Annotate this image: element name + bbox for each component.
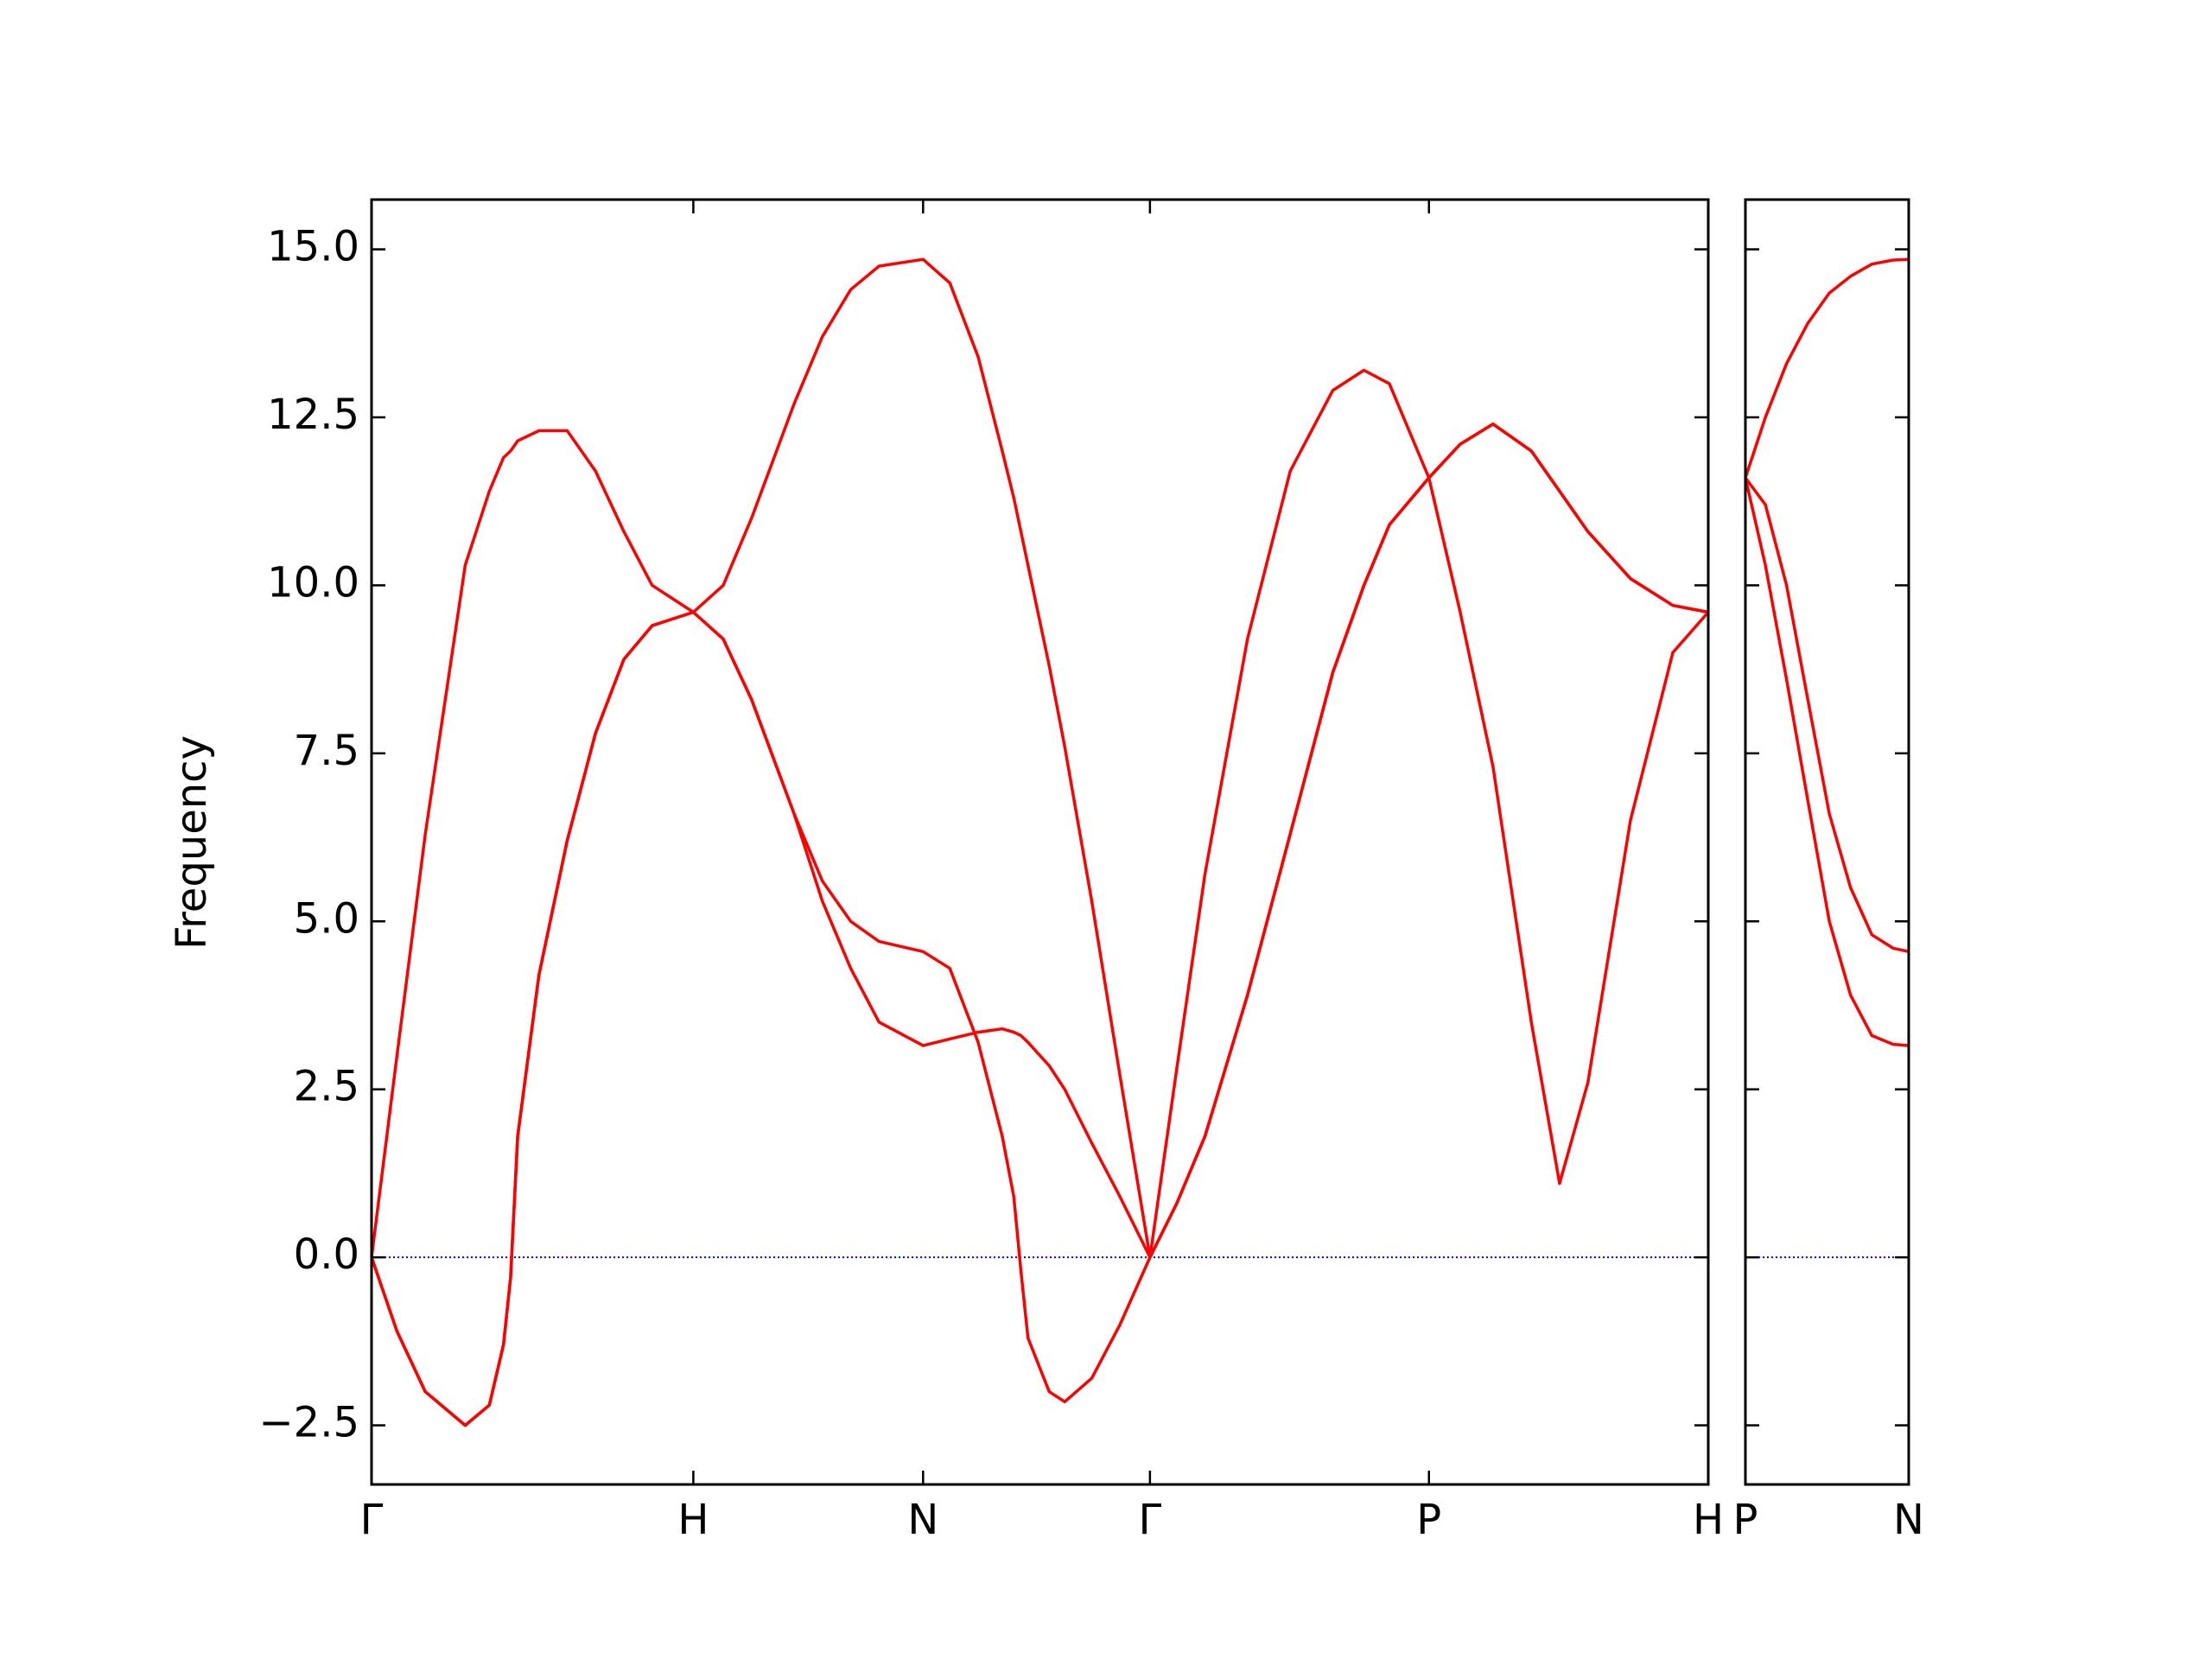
x-tick-label: Γ xyxy=(360,1496,384,1544)
y-tick-label: 10.0 xyxy=(267,558,359,607)
x-tick-label: P xyxy=(1416,1496,1441,1544)
band-line xyxy=(1744,476,1910,954)
band-line xyxy=(1744,477,1910,1047)
y-axis-label: Frequency xyxy=(168,735,216,950)
band-line xyxy=(1744,257,1910,479)
y-tick-label: 12.5 xyxy=(267,391,359,439)
x-tick-label: Γ xyxy=(1138,1496,1161,1544)
x-tick-label: H xyxy=(677,1496,709,1544)
plot-frame xyxy=(1744,198,1910,1486)
band-line xyxy=(370,423,1709,1427)
plot-frame xyxy=(370,198,1710,1486)
y-tick-label: −2.5 xyxy=(258,1399,359,1447)
y-tick-label: 2.5 xyxy=(294,1063,359,1111)
x-tick-label: H xyxy=(1693,1496,1724,1544)
y-tick-label: 0.0 xyxy=(294,1230,359,1279)
band-line xyxy=(370,423,1709,1427)
y-tick-label: 15.0 xyxy=(267,223,359,271)
band-line xyxy=(370,257,1710,1259)
x-tick-label: P xyxy=(1733,1496,1758,1544)
x-tick-label: N xyxy=(1893,1496,1924,1544)
x-tick-label: N xyxy=(907,1496,938,1544)
y-tick-label: 5.0 xyxy=(294,894,359,943)
y-tick-label: 7.5 xyxy=(294,727,359,775)
